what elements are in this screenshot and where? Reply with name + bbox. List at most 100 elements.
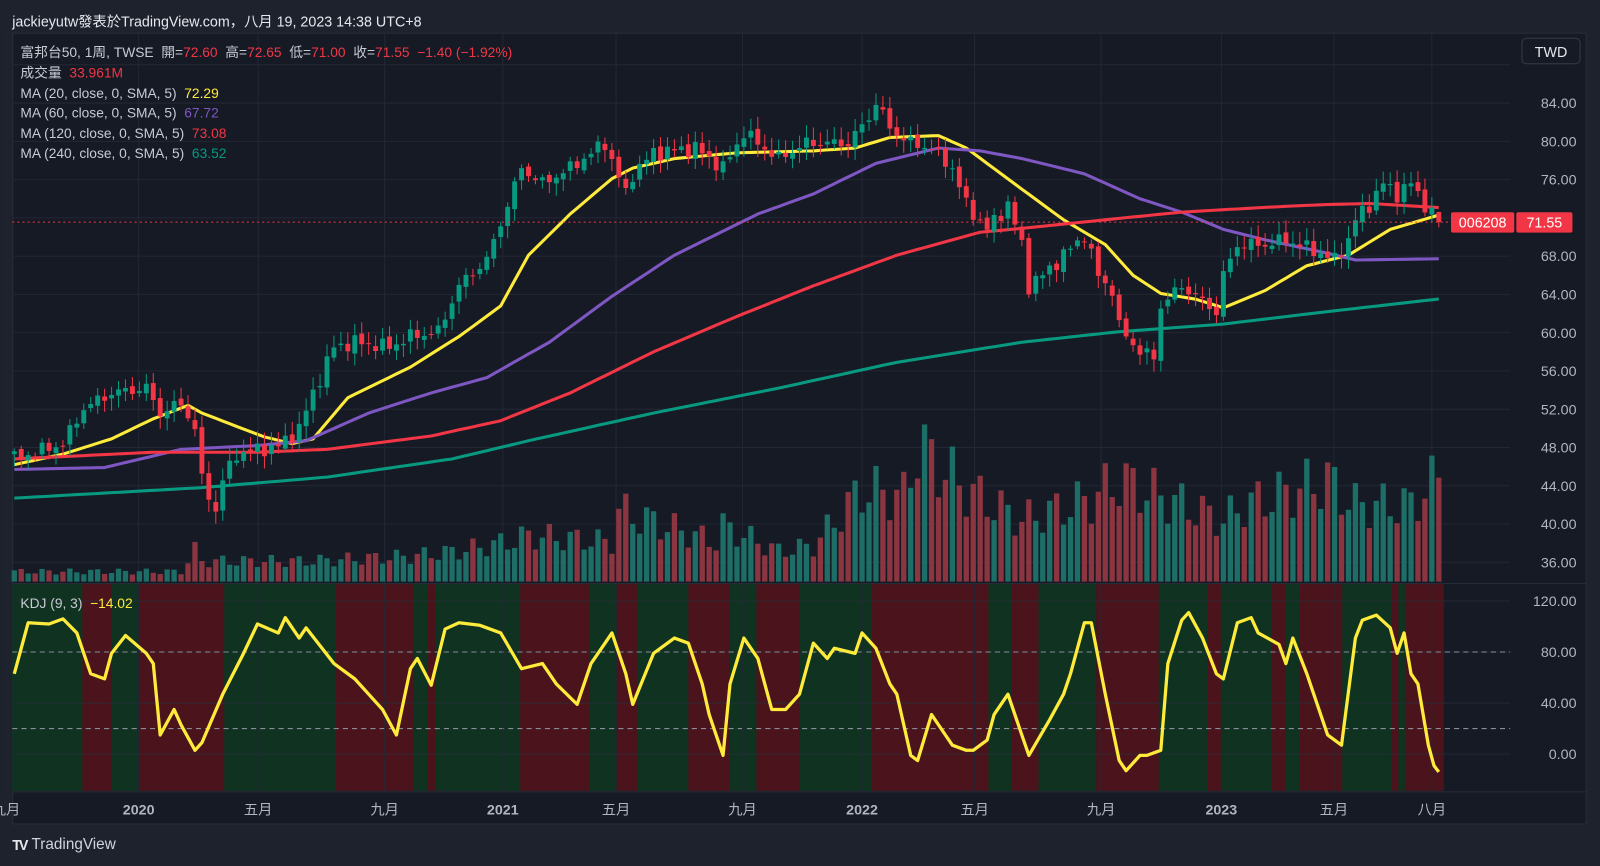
footer-branding[interactable]: TV TradingView bbox=[12, 836, 116, 853]
candle-body[interactable] bbox=[394, 344, 399, 351]
candle-body[interactable] bbox=[1227, 258, 1233, 273]
volume-bar[interactable] bbox=[463, 552, 469, 582]
volume-bar[interactable] bbox=[143, 568, 149, 582]
volume-bar[interactable] bbox=[101, 573, 108, 582]
candle-body[interactable] bbox=[831, 139, 837, 144]
volume-label[interactable]: 成交量 bbox=[20, 65, 62, 81]
volume-bar[interactable] bbox=[379, 563, 386, 582]
volume-bar[interactable] bbox=[303, 565, 309, 582]
candle-body[interactable] bbox=[1276, 234, 1282, 246]
volume-bar[interactable] bbox=[505, 549, 511, 582]
volume-bar[interactable] bbox=[1144, 500, 1150, 582]
candle-body[interactable] bbox=[400, 343, 406, 346]
volume-bar[interactable] bbox=[713, 550, 719, 582]
volume-bar[interactable] bbox=[859, 512, 865, 582]
volume-bar[interactable] bbox=[220, 555, 226, 582]
candle-body[interactable] bbox=[1068, 248, 1073, 250]
volume-bar[interactable] bbox=[539, 537, 546, 582]
candle-body[interactable] bbox=[1297, 244, 1303, 248]
candle-body[interactable] bbox=[1081, 241, 1087, 243]
candle-body[interactable] bbox=[1179, 288, 1185, 290]
candle-body[interactable] bbox=[887, 108, 893, 129]
candle-body[interactable] bbox=[1172, 287, 1178, 300]
volume-bar[interactable] bbox=[199, 561, 205, 582]
candle-body[interactable] bbox=[1255, 236, 1261, 246]
candle-body[interactable] bbox=[1401, 184, 1407, 203]
ma20-line[interactable] bbox=[13, 134, 1440, 467]
candle-body[interactable] bbox=[220, 480, 226, 511]
ma240-label[interactable]: MA (240, close, 0, SMA, 5) bbox=[20, 145, 185, 162]
candle-body[interactable] bbox=[1366, 206, 1372, 213]
volume-bar[interactable] bbox=[338, 559, 344, 582]
candle-body[interactable] bbox=[790, 153, 796, 159]
volume-bar[interactable] bbox=[748, 525, 754, 582]
volume-bar[interactable] bbox=[817, 537, 824, 582]
volume-bar[interactable] bbox=[18, 568, 24, 582]
candle-body[interactable] bbox=[421, 335, 427, 340]
volume-bar[interactable] bbox=[386, 560, 393, 582]
candle-body[interactable] bbox=[1332, 252, 1338, 258]
candle-body[interactable] bbox=[456, 284, 462, 302]
volume-bar[interactable] bbox=[803, 543, 810, 582]
candle-body[interactable] bbox=[1373, 190, 1379, 211]
volume-bar[interactable] bbox=[1408, 492, 1414, 582]
volume-bar[interactable] bbox=[789, 554, 796, 582]
candle-body[interactable] bbox=[143, 383, 149, 394]
volume-bar[interactable] bbox=[115, 568, 122, 582]
candle-body[interactable] bbox=[859, 124, 865, 133]
volume-bar[interactable] bbox=[914, 478, 921, 582]
candle-body[interactable] bbox=[324, 356, 330, 388]
candle-body[interactable] bbox=[963, 186, 969, 198]
candle-body[interactable] bbox=[623, 178, 629, 188]
candle-body[interactable] bbox=[1359, 206, 1365, 223]
volume-bar[interactable] bbox=[664, 532, 671, 582]
volume-bar[interactable] bbox=[1255, 481, 1261, 582]
candle-body[interactable] bbox=[1158, 308, 1164, 361]
volume-bar[interactable] bbox=[1102, 463, 1108, 582]
volume-bar[interactable] bbox=[1012, 535, 1018, 582]
candle-body[interactable] bbox=[1123, 318, 1129, 337]
candle-body[interactable] bbox=[998, 215, 1004, 221]
volume-bar[interactable] bbox=[852, 480, 858, 582]
candle-body[interactable] bbox=[581, 158, 587, 171]
candle-body[interactable] bbox=[671, 149, 677, 151]
candle-body[interactable] bbox=[25, 455, 31, 461]
volume-bar[interactable] bbox=[108, 573, 115, 582]
volume-bar[interactable] bbox=[1179, 483, 1185, 582]
candle-body[interactable] bbox=[310, 389, 316, 411]
volume-bar[interactable] bbox=[164, 569, 170, 582]
candle-body[interactable] bbox=[1262, 244, 1268, 247]
candle-body[interactable] bbox=[213, 502, 219, 512]
candle-body[interactable] bbox=[936, 147, 941, 149]
volume-bar[interactable] bbox=[372, 553, 379, 582]
volume-bar[interactable] bbox=[470, 538, 476, 582]
candle-body[interactable] bbox=[1408, 183, 1414, 187]
candle-body[interactable] bbox=[595, 141, 601, 153]
candle-body[interactable] bbox=[1429, 207, 1435, 215]
volume-bar[interactable] bbox=[233, 565, 240, 582]
volume-bar[interactable] bbox=[810, 556, 817, 582]
volume-bar[interactable] bbox=[991, 520, 997, 582]
candle-body[interactable] bbox=[734, 144, 740, 157]
volume-bar[interactable] bbox=[1060, 524, 1067, 582]
candle-body[interactable] bbox=[1304, 240, 1310, 245]
candle-body[interactable] bbox=[630, 181, 636, 190]
volume-bar[interactable] bbox=[1318, 508, 1324, 582]
volume-bar[interactable] bbox=[261, 562, 268, 582]
candle-body[interactable] bbox=[317, 386, 323, 388]
candle-body[interactable] bbox=[407, 329, 413, 342]
volume-bar[interactable] bbox=[1345, 509, 1352, 582]
volume-bar[interactable] bbox=[1227, 495, 1234, 582]
volume-bar[interactable] bbox=[1373, 500, 1379, 582]
candle-body[interactable] bbox=[206, 473, 212, 500]
volume-bar[interactable] bbox=[46, 570, 52, 582]
candle-body[interactable] bbox=[1075, 240, 1080, 247]
candle-body[interactable] bbox=[706, 151, 712, 157]
volume-bar[interactable] bbox=[734, 546, 740, 582]
volume-bar[interactable] bbox=[345, 552, 351, 582]
candle-body[interactable] bbox=[713, 157, 719, 171]
candle-body[interactable] bbox=[366, 343, 372, 345]
volume-bar[interactable] bbox=[935, 497, 942, 582]
candle-body[interactable] bbox=[1283, 232, 1289, 244]
volume-bar[interactable] bbox=[1276, 471, 1282, 582]
